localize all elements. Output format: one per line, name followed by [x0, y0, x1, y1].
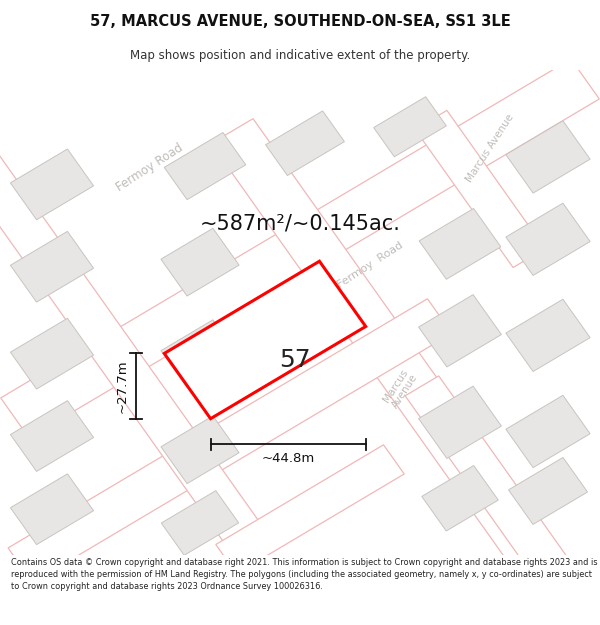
Text: ~27.7m: ~27.7m [116, 359, 129, 413]
Polygon shape [419, 386, 502, 459]
Text: Map shows position and indicative extent of the property.: Map shows position and indicative extent… [130, 49, 470, 62]
Text: ~587m²/~0.145ac.: ~587m²/~0.145ac. [200, 214, 401, 234]
Polygon shape [0, 151, 269, 556]
Polygon shape [10, 231, 94, 302]
Polygon shape [10, 401, 94, 471]
Polygon shape [211, 119, 569, 589]
Polygon shape [419, 209, 501, 279]
Text: Fermoy Road: Fermoy Road [114, 141, 186, 194]
Polygon shape [415, 111, 545, 268]
Polygon shape [216, 445, 404, 574]
Polygon shape [164, 261, 366, 419]
Polygon shape [1, 59, 599, 438]
Text: Contains OS data © Crown copyright and database right 2021. This information is : Contains OS data © Crown copyright and d… [11, 558, 597, 591]
Polygon shape [506, 203, 590, 276]
Polygon shape [506, 299, 590, 371]
Text: 57, MARCUS AVENUE, SOUTHEND-ON-SEA, SS1 3LE: 57, MARCUS AVENUE, SOUTHEND-ON-SEA, SS1 … [89, 14, 511, 29]
Text: 57: 57 [279, 348, 311, 372]
Text: Marcus
Avenue: Marcus Avenue [380, 366, 419, 411]
Polygon shape [508, 458, 587, 524]
Polygon shape [506, 396, 590, 468]
Polygon shape [161, 491, 239, 555]
Polygon shape [10, 318, 94, 389]
Polygon shape [161, 416, 239, 484]
Text: Marcus Avenue: Marcus Avenue [464, 112, 516, 184]
Polygon shape [266, 111, 344, 176]
Polygon shape [506, 121, 590, 193]
Polygon shape [422, 466, 498, 531]
Text: ~44.8m: ~44.8m [262, 452, 315, 466]
Polygon shape [419, 294, 502, 367]
Polygon shape [10, 149, 94, 220]
Polygon shape [374, 97, 446, 157]
Polygon shape [8, 299, 452, 582]
Polygon shape [405, 376, 575, 588]
Polygon shape [164, 132, 246, 199]
Polygon shape [161, 228, 239, 296]
Text: Fermoy  Road: Fermoy Road [335, 240, 404, 290]
Polygon shape [10, 474, 94, 544]
Polygon shape [161, 320, 239, 388]
